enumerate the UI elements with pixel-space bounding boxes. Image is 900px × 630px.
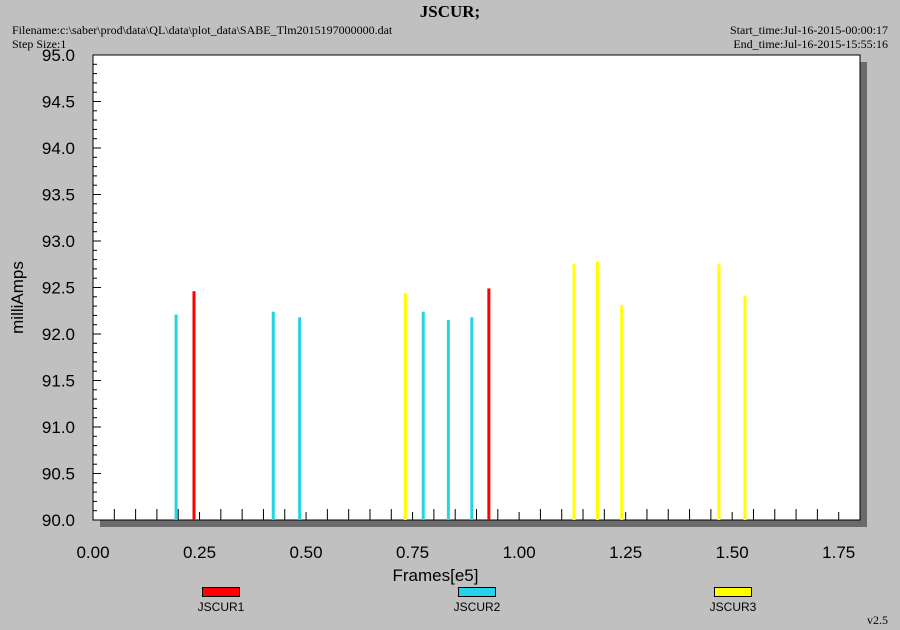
legend-label-jscur3: JSCUR3 <box>709 600 757 614</box>
y-tick-label: 90.5 <box>42 465 75 484</box>
x-tick-label: 0.75 <box>396 543 429 562</box>
bar-jscur2 <box>446 320 450 520</box>
bar-jscur3 <box>403 293 407 520</box>
legend-swatch-jscur2 <box>458 587 496 597</box>
legend-swatch-jscur3 <box>714 587 752 597</box>
y-tick-label: 92.5 <box>42 279 75 298</box>
bar-jscur3 <box>717 264 721 520</box>
legend-label-jscur2: JSCUR2 <box>453 600 501 614</box>
x-tick-label: 1.25 <box>609 543 642 562</box>
bar-jscur2 <box>298 317 302 520</box>
y-tick-label: 94.5 <box>42 93 75 112</box>
legend-item-jscur1: JSCUR1 <box>181 587 261 614</box>
bar-jscur2 <box>271 311 275 520</box>
y-axis-label: milliAmps <box>8 261 27 334</box>
bar-jscur2 <box>421 311 425 520</box>
x-tick-label: 1.75 <box>822 543 855 562</box>
bar-jscur2 <box>174 314 178 520</box>
y-tick-label: 90.0 <box>42 511 75 530</box>
legend-item-jscur2: JSCUR2 <box>437 587 517 614</box>
filename-label: Filename:c:\saber\prod\data\QL\data\plot… <box>12 23 393 37</box>
y-tick-label: 92.0 <box>42 325 75 344</box>
y-tick-label: 91.0 <box>42 418 75 437</box>
bar-jscur3 <box>620 305 624 520</box>
version-label: v2.5 <box>867 613 888 627</box>
y-tick-label: 93.0 <box>42 232 75 251</box>
start-time-label: Start_time:Jul-16-2015-00:00:17 <box>730 23 888 37</box>
x-tick-label: 0.50 <box>290 543 323 562</box>
bar-jscur3 <box>743 295 747 520</box>
x-tick-label: 1.50 <box>716 543 749 562</box>
bar-jscur1 <box>487 288 491 520</box>
y-tick-label: 93.5 <box>42 186 75 205</box>
bar-jscur3 <box>572 264 576 520</box>
end-time-label: End_time:Jul-16-2015-15:55:16 <box>733 37 888 51</box>
step-size-label: Step Size:1 <box>12 37 67 51</box>
legend-item-jscur3: JSCUR3 <box>693 587 773 614</box>
bar-jscur3 <box>596 261 600 520</box>
y-tick-label: 91.5 <box>42 372 75 391</box>
plot-area <box>92 54 861 521</box>
y-tick-label: 95.0 <box>42 46 75 65</box>
bar-jscur2 <box>470 317 474 520</box>
bar-jscur1 <box>192 291 196 520</box>
y-tick-label: 94.0 <box>42 139 75 158</box>
x-tick-label: 0.25 <box>183 543 216 562</box>
x-tick-label: 0.00 <box>76 543 109 562</box>
legend-swatch-jscur1 <box>202 587 240 597</box>
x-axis-label: Frames[e5] <box>393 566 479 585</box>
chart-title: JSCUR; <box>419 2 481 21</box>
x-tick-label: 1.00 <box>503 543 536 562</box>
legend-label-jscur1: JSCUR1 <box>197 600 245 614</box>
